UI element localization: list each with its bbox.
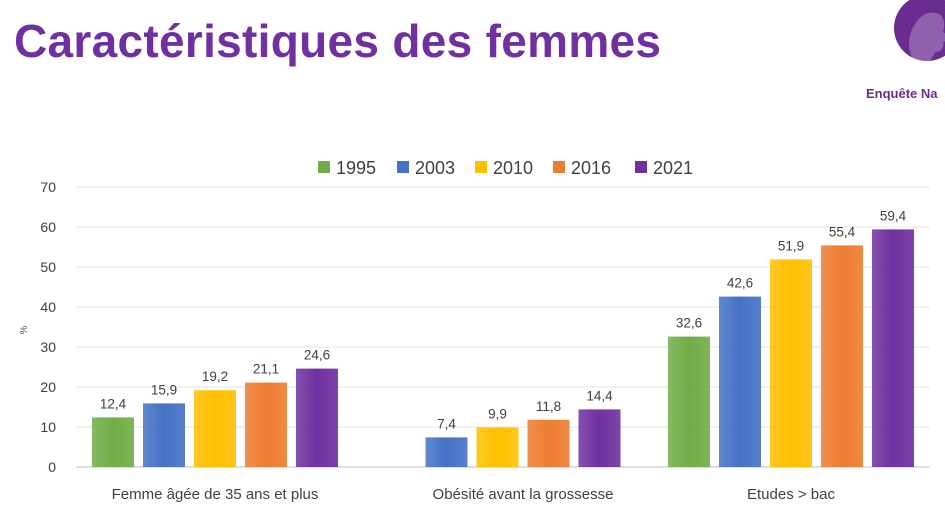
legend-label-1995: 1995: [336, 158, 376, 178]
legend-swatch-1995: [318, 161, 330, 173]
data-label: 51,9: [778, 238, 804, 253]
data-label: 14,4: [586, 388, 613, 403]
logo-silhouette: [909, 12, 945, 64]
data-label: 19,2: [202, 369, 228, 384]
y-tick-label: 10: [40, 419, 56, 435]
data-label: 15,9: [151, 382, 177, 397]
logo-circle: [894, 0, 945, 61]
data-labels: 12,4 15,9 19,2 21,1 24,6 7,4 9,9 11,8 14,4 32,6 42…: [100, 208, 907, 431]
bar-2016-0: [245, 382, 287, 467]
y-axis-label: %: [19, 325, 30, 334]
legend-label-2021: 2021: [653, 158, 693, 178]
y-tick-label: 50: [40, 259, 56, 275]
data-label: 11,8: [536, 399, 561, 414]
bar-2003-0: [143, 403, 185, 467]
bar-2010-0: [194, 390, 236, 467]
y-tick-label: 40: [40, 299, 56, 315]
legend-swatch-2010: [475, 161, 487, 173]
bar-2010-1: [476, 427, 519, 467]
data-label: 21,1: [253, 362, 279, 377]
bar-2003-2: [719, 296, 761, 467]
bar-2016-2: [821, 245, 863, 467]
bar-1995-0: [92, 417, 134, 467]
bar-2003-1: [425, 437, 468, 467]
x-category-label: Femme âgée de 35 ans et plus: [112, 486, 319, 503]
bars: [92, 229, 914, 467]
data-label: 32,6: [676, 316, 702, 331]
bar-2010-2: [770, 259, 812, 467]
legend-label-2003: 2003: [415, 158, 455, 178]
bar-2016-1: [527, 419, 570, 467]
brand-text: Enquête Na: [866, 86, 938, 101]
y-tick-label: 20: [40, 379, 56, 395]
data-label: 42,6: [727, 276, 753, 291]
data-label: 7,4: [437, 416, 456, 431]
data-label: 24,6: [304, 348, 330, 363]
x-axis: Femme âgée de 35 ans et plus Obésité avan…: [112, 486, 836, 503]
legend[interactable]: 1995 2003 2010 2016 2021: [318, 158, 693, 178]
legend-label-2010: 2010: [493, 158, 533, 178]
legend-swatch-2003: [397, 161, 409, 173]
bar-2021-0: [296, 368, 338, 467]
bar-2021-1: [578, 409, 621, 467]
bar-1995-2: [668, 336, 710, 467]
data-label: 12,4: [100, 396, 127, 411]
legend-swatch-2016: [553, 161, 565, 173]
legend-swatch-2021: [635, 161, 647, 173]
y-axis: 0 10 20 30 40 50 60 70: [40, 179, 56, 475]
y-tick-label: 0: [48, 459, 56, 475]
x-category-label: Obésité avant la grossesse: [433, 486, 614, 503]
y-tick-label: 60: [40, 219, 56, 235]
legend-label-2016: 2016: [571, 158, 611, 178]
page-title: Caractéristiques des femmes: [14, 15, 662, 67]
bar-2021-2: [872, 229, 914, 467]
data-label: 9,9: [488, 406, 507, 421]
data-label: 55,4: [829, 224, 856, 239]
logo-woman-profile-icon: [894, 0, 945, 64]
y-tick-label: 30: [40, 339, 56, 355]
data-label: 59,4: [880, 208, 907, 223]
y-tick-label: 70: [40, 179, 56, 195]
x-category-label: Etudes > bac: [747, 486, 835, 503]
